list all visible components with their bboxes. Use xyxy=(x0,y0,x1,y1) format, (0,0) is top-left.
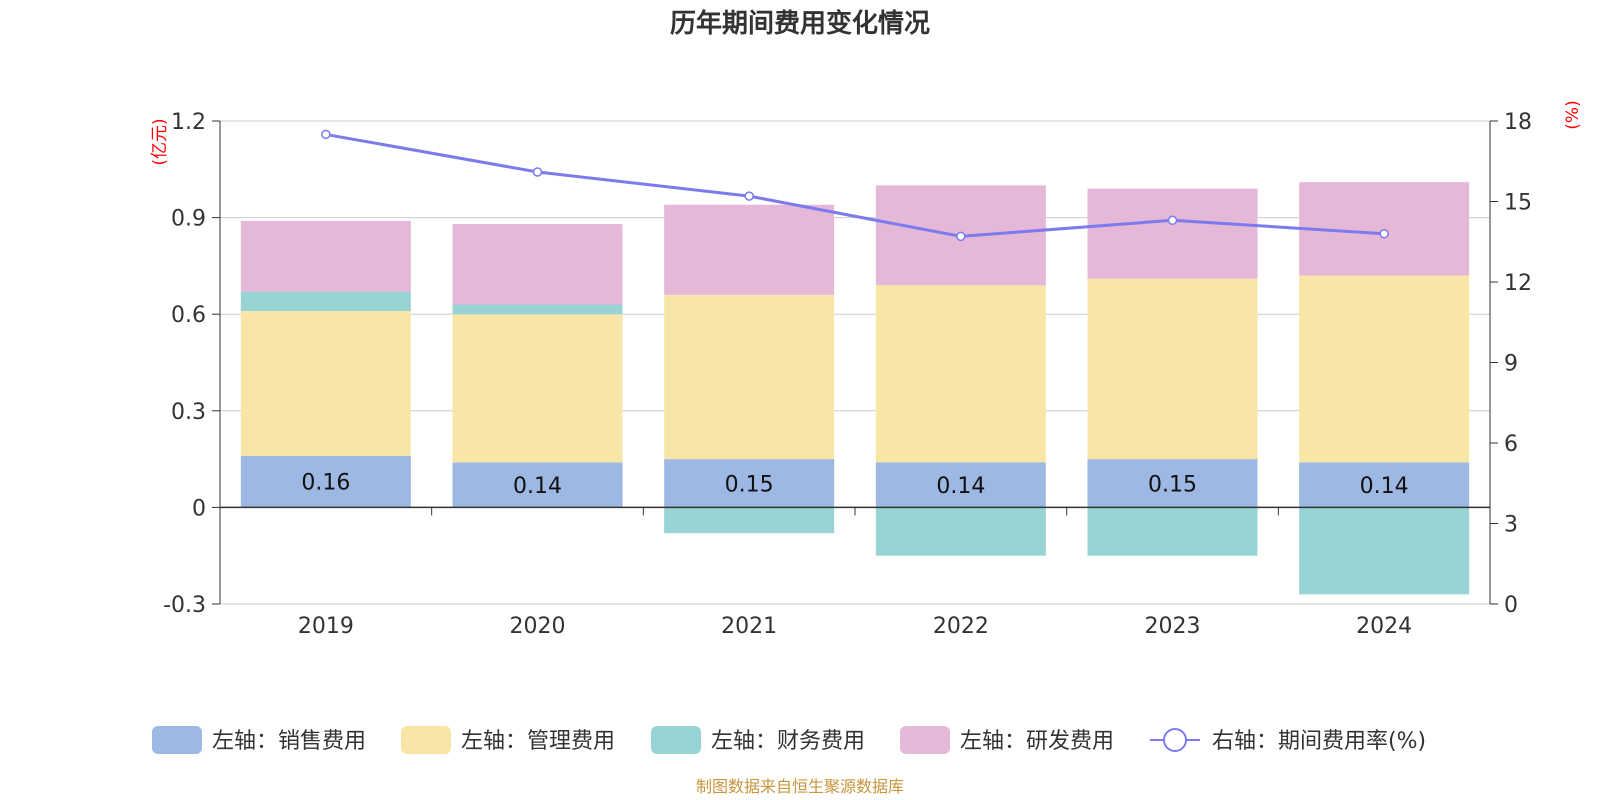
bar-finance xyxy=(875,507,1046,556)
bar-mgmt xyxy=(875,285,1046,463)
rate-point xyxy=(744,191,754,201)
bar-finance xyxy=(240,291,411,311)
x-tick-label: 2019 xyxy=(298,614,354,639)
rate-point xyxy=(532,167,543,177)
legend-swatch-finance xyxy=(651,726,701,754)
left-tick-label: 1.2 xyxy=(171,110,206,135)
bar-rnd xyxy=(664,204,835,295)
right-tick-label: 18 xyxy=(1504,110,1532,135)
bar-rnd xyxy=(1087,188,1258,279)
bar-sales xyxy=(875,462,1046,508)
bar-mgmt xyxy=(452,314,623,463)
bar-value-label: 0.14 xyxy=(1360,474,1409,499)
bar-finance xyxy=(452,304,623,315)
left-tick-label: 0.9 xyxy=(171,207,206,232)
right-tick-label: 15 xyxy=(1504,191,1532,216)
x-tick-label: 2024 xyxy=(1356,614,1412,639)
rate-point xyxy=(1379,228,1389,239)
bar-mgmt xyxy=(1087,278,1258,460)
bar-mgmt xyxy=(664,294,835,460)
left-tick-label: 0.6 xyxy=(171,303,206,328)
source-note: 制图数据来自恒生聚源数据库 xyxy=(696,777,904,796)
bar-rnd xyxy=(452,224,623,305)
expense-rate-line xyxy=(321,129,1389,242)
bar-labels: 0.16 0.14 0.15 0.14 0.15 0.14 xyxy=(301,471,1408,499)
chart-title: 历年期间费用变化情况 xyxy=(670,8,930,39)
bar-finance xyxy=(1299,507,1470,595)
right-y-axis: 0 3 6 9 12 15 18 xyxy=(1490,110,1532,618)
legend-swatch-sales xyxy=(152,726,202,754)
rate-point xyxy=(956,231,966,242)
legend-label: 右轴：期间费用率(%) xyxy=(1212,729,1426,754)
bar-value-label: 0.14 xyxy=(936,474,985,499)
bar-mgmt xyxy=(1299,275,1470,463)
left-axis-unit: (亿元) xyxy=(150,118,170,165)
legend-swatch-marker xyxy=(1163,728,1187,752)
legend-label: 左轴：研发费用 xyxy=(960,729,1114,754)
bar-finance xyxy=(664,507,835,534)
right-tick-label: 6 xyxy=(1504,432,1518,457)
rate-line xyxy=(325,132,1385,238)
bar-sales xyxy=(1299,462,1470,508)
x-tick-label: 2021 xyxy=(721,614,777,639)
right-tick-label: 0 xyxy=(1504,593,1518,618)
rate-point xyxy=(1167,215,1178,226)
left-tick-label: 0 xyxy=(192,496,206,521)
left-y-axis: -0.3 0 0.3 0.6 0.9 1.2 xyxy=(163,110,220,618)
right-tick-label: 3 xyxy=(1504,513,1518,538)
bar-value-label: 0.14 xyxy=(513,474,562,499)
x-axis: 2019 2020 2021 2022 2023 2024 xyxy=(298,614,1412,639)
x-tick-label: 2020 xyxy=(510,614,566,639)
bar-sales xyxy=(664,459,835,508)
bar-stacks xyxy=(240,182,1470,595)
bar-value-label: 0.15 xyxy=(1148,472,1197,497)
x-tick-label: 2023 xyxy=(1145,614,1201,639)
bar-sales xyxy=(240,455,411,508)
bar-sales xyxy=(452,462,623,508)
grid-lines xyxy=(220,120,1490,605)
bar-rnd xyxy=(240,220,411,292)
left-tick-label: -0.3 xyxy=(163,593,206,618)
legend-label: 左轴：管理费用 xyxy=(461,729,615,754)
legend-swatch-rnd xyxy=(900,726,950,754)
bar-value-label: 0.15 xyxy=(725,472,774,497)
legend: 左轴：销售费用 左轴：管理费用 左轴：财务费用 左轴：研发费用 右轴：期间费用率(%) xyxy=(152,726,1426,754)
bar-mgmt xyxy=(240,310,411,456)
bar-value-label: 0.16 xyxy=(301,471,350,496)
legend-label: 左轴：财务费用 xyxy=(711,729,865,754)
left-tick-label: 0.3 xyxy=(171,400,206,425)
x-tick-label: 2022 xyxy=(933,614,989,639)
right-tick-label: 9 xyxy=(1504,352,1518,377)
right-tick-label: 12 xyxy=(1504,271,1532,296)
bar-sales xyxy=(1087,459,1258,508)
right-axis-unit: (%) xyxy=(1563,100,1583,129)
rate-point xyxy=(321,129,331,140)
legend-label: 左轴：销售费用 xyxy=(212,729,366,754)
legend-swatch-mgmt xyxy=(401,726,451,754)
bar-finance xyxy=(1087,507,1258,556)
